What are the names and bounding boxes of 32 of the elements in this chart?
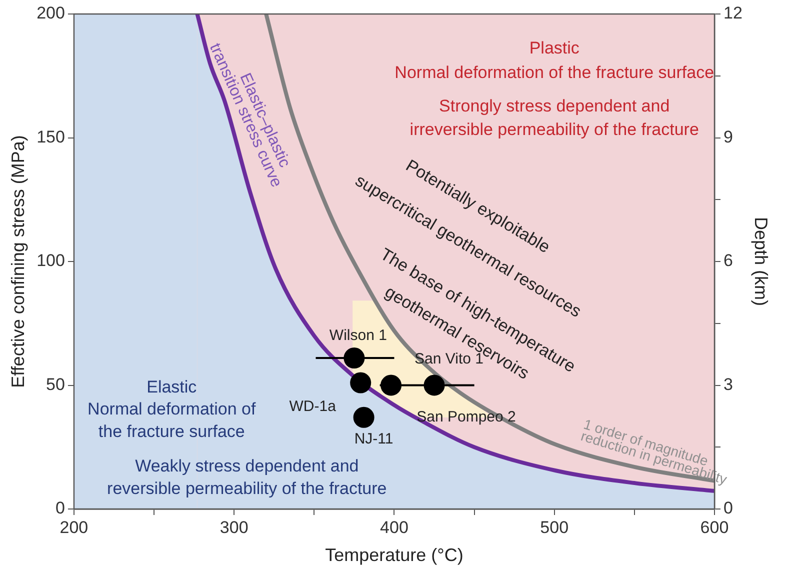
annotation: Normal deformation of the fracture surface	[394, 63, 714, 82]
annotation: Normal deformation of	[88, 400, 256, 419]
y-axis-title: Effective confining stress (MPa)	[8, 135, 28, 388]
y-tick-label: 100	[36, 251, 65, 270]
annotation: Weakly stress dependent and	[135, 456, 359, 476]
x-tick-label: 500	[540, 518, 569, 537]
annotation: WD-1a	[289, 398, 337, 415]
y2-tick-label: 3	[723, 374, 733, 394]
annotation: Plastic	[529, 38, 580, 58]
x-tick-label: 600	[700, 518, 729, 537]
x-axis-title: Temperature (°C)	[325, 545, 464, 566]
point	[353, 406, 374, 428]
point	[350, 372, 372, 394]
annotation: Elastic	[146, 377, 198, 396]
annotation: irreversible permeability of the fracture	[410, 120, 699, 140]
y2-tick-label: 6	[723, 251, 733, 270]
annotation: Strongly stress dependent and	[439, 96, 670, 116]
x-tick-label: 200	[60, 518, 88, 537]
y-tick-label: 200	[36, 4, 65, 23]
x-tick-label: 400	[380, 518, 408, 537]
x-tick-label: 300	[220, 518, 248, 537]
y2-tick-label: 12	[723, 4, 742, 23]
y-tick-label: 50	[46, 374, 65, 394]
annotation: NJ-11	[354, 430, 394, 448]
y2-axis-title: Depth (km)	[751, 216, 772, 306]
y2-tick-label: 9	[723, 127, 733, 146]
annotation: San Pompeo 2	[416, 408, 516, 426]
y-tick-label: 0	[55, 498, 65, 518]
y2-tick-label: 0	[723, 498, 733, 518]
y-tick-label: 150	[36, 127, 65, 146]
annotation: reversible permeability of the fracture	[107, 478, 387, 498]
annotation: the fracture surface	[98, 422, 245, 441]
